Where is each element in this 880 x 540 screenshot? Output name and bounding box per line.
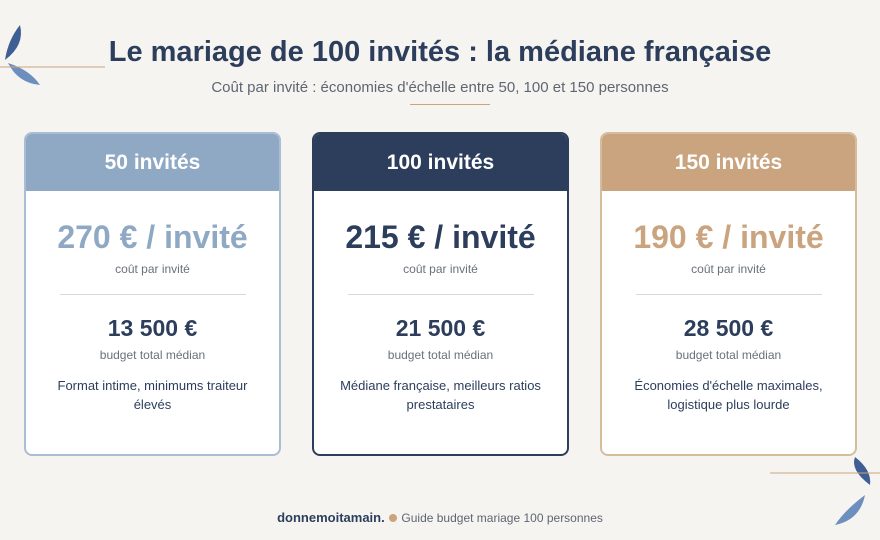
brand: donnemoitamain. <box>277 510 385 525</box>
total-label: budget total médian <box>675 348 782 362</box>
total: 28 500 € <box>683 315 774 341</box>
description: Économies d'échelle maximales, logistiqu… <box>634 378 823 412</box>
price: 215 € / invité <box>345 219 536 255</box>
leaf-decoration <box>0 25 105 85</box>
price: 270 € / invité <box>57 219 248 255</box>
divider <box>635 294 822 295</box>
footer: donnemoitamain. Guide budget mariage 100… <box>0 510 880 525</box>
divider <box>347 294 534 295</box>
price-label: coût par invité <box>115 262 190 276</box>
price: 190 € / invité <box>633 219 824 255</box>
divider <box>410 104 490 105</box>
total-label: budget total médian <box>99 348 206 362</box>
description: Médiane française, meilleurs ratios pres… <box>340 378 541 412</box>
description: Format intime, minimums traiteur élevés <box>57 378 248 412</box>
card-header: 150 invités <box>602 134 855 191</box>
title: Le mariage de 100 invités : la médiane f… <box>108 36 772 68</box>
price-label: coût par invité <box>691 262 766 276</box>
card: 150 invités 190 € / invité coût par invi… <box>600 132 857 456</box>
price-label: coût par invité <box>403 262 478 276</box>
subtitle: Coût par invité : économies d'échelle en… <box>211 79 669 96</box>
card: 50 invités 270 € / invité coût par invit… <box>24 132 281 456</box>
total: 21 500 € <box>395 315 486 341</box>
total-label: budget total médian <box>387 348 494 362</box>
leaf-decoration <box>770 457 880 525</box>
card: 100 invités 215 € / invité coût par invi… <box>312 132 569 456</box>
brand-icon <box>389 514 398 522</box>
card-header: 100 invités <box>314 134 567 191</box>
footer-text: Guide budget mariage 100 personnes <box>401 511 603 525</box>
card-header: 50 invités <box>26 134 279 191</box>
total: 13 500 € <box>107 315 198 341</box>
divider <box>59 294 246 295</box>
